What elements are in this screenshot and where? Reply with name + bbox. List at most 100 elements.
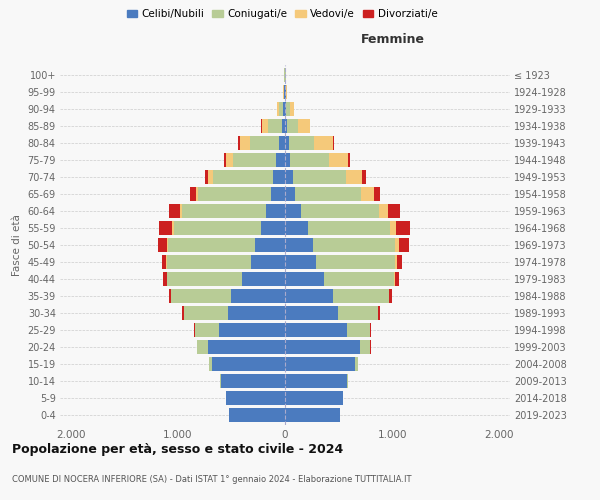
Bar — [283, 102, 285, 116]
Bar — [169, 204, 180, 218]
Bar — [169, 289, 171, 303]
Bar — [290, 153, 329, 167]
Text: Femmine: Femmine — [361, 34, 425, 46]
Bar — [287, 119, 298, 133]
Bar — [159, 221, 172, 235]
Bar — [233, 153, 277, 167]
Bar — [361, 187, 374, 201]
Bar — [194, 323, 195, 337]
Bar — [285, 153, 290, 167]
Bar — [355, 357, 358, 371]
Bar — [226, 153, 233, 167]
Bar — [255, 238, 285, 252]
Bar — [190, 187, 196, 201]
Bar — [196, 187, 198, 201]
Bar — [167, 272, 242, 286]
Bar — [180, 204, 182, 218]
Bar — [286, 102, 290, 116]
Bar — [172, 221, 173, 235]
Bar — [290, 102, 293, 116]
Bar — [295, 187, 361, 201]
Bar — [251, 255, 285, 269]
Bar — [277, 102, 278, 116]
Bar — [173, 221, 262, 235]
Bar — [285, 408, 340, 422]
Bar — [208, 340, 285, 354]
Text: COMUNE DI NOCERA INFERIORE (SA) - Dati ISTAT 1° gennaio 2024 - Elaborazione TUTT: COMUNE DI NOCERA INFERIORE (SA) - Dati I… — [12, 476, 412, 484]
Bar — [329, 153, 348, 167]
Bar — [163, 272, 167, 286]
Bar — [168, 238, 255, 252]
Bar — [162, 255, 166, 269]
Bar — [285, 255, 316, 269]
Bar — [238, 136, 240, 150]
Bar — [298, 119, 310, 133]
Bar — [224, 153, 226, 167]
Bar — [285, 357, 355, 371]
Bar — [285, 289, 333, 303]
Bar — [399, 238, 409, 252]
Text: Popolazione per età, sesso e stato civile - 2024: Popolazione per età, sesso e stato civil… — [12, 442, 343, 456]
Bar — [182, 204, 266, 218]
Bar — [285, 272, 323, 286]
Bar — [182, 306, 184, 320]
Legend: Celibi/Nubili, Coniugati/e, Vedovi/e, Divorziati/e: Celibi/Nubili, Coniugati/e, Vedovi/e, Di… — [122, 5, 442, 24]
Bar — [285, 238, 313, 252]
Y-axis label: Fasce di età: Fasce di età — [12, 214, 22, 276]
Bar — [396, 221, 410, 235]
Bar — [209, 357, 212, 371]
Bar — [218, 323, 285, 337]
Bar — [285, 187, 295, 201]
Bar — [285, 221, 308, 235]
Bar — [374, 187, 380, 201]
Bar — [232, 289, 285, 303]
Bar — [370, 323, 371, 337]
Bar — [285, 374, 347, 388]
Bar — [333, 289, 389, 303]
Bar — [268, 119, 282, 133]
Bar — [308, 221, 390, 235]
Bar — [285, 102, 286, 116]
Bar — [323, 272, 394, 286]
Bar — [314, 136, 333, 150]
Bar — [285, 340, 360, 354]
Bar — [220, 374, 221, 388]
Bar — [333, 136, 334, 150]
Bar — [282, 119, 285, 133]
Bar — [198, 187, 271, 201]
Bar — [167, 238, 168, 252]
Bar — [390, 221, 396, 235]
Bar — [285, 306, 337, 320]
Bar — [195, 323, 218, 337]
Bar — [379, 204, 388, 218]
Bar — [167, 255, 251, 269]
Bar — [229, 408, 285, 422]
Bar — [389, 289, 392, 303]
Bar — [158, 238, 167, 252]
Bar — [285, 136, 289, 150]
Bar — [250, 136, 278, 150]
Bar — [208, 170, 213, 184]
Bar — [273, 170, 285, 184]
Bar — [285, 391, 343, 405]
Bar — [395, 272, 399, 286]
Bar — [271, 187, 285, 201]
Bar — [197, 340, 208, 354]
Bar — [395, 238, 399, 252]
Bar — [278, 102, 283, 116]
Bar — [205, 170, 208, 184]
Bar — [242, 272, 285, 286]
Bar — [379, 306, 380, 320]
Bar — [346, 170, 362, 184]
Bar — [277, 153, 285, 167]
Bar — [262, 221, 285, 235]
Bar — [213, 170, 273, 184]
Bar — [285, 119, 287, 133]
Bar — [388, 204, 400, 218]
Bar — [172, 289, 232, 303]
Bar — [397, 255, 403, 269]
Bar — [362, 170, 366, 184]
Bar — [184, 306, 228, 320]
Bar — [293, 170, 346, 184]
Bar — [289, 136, 314, 150]
